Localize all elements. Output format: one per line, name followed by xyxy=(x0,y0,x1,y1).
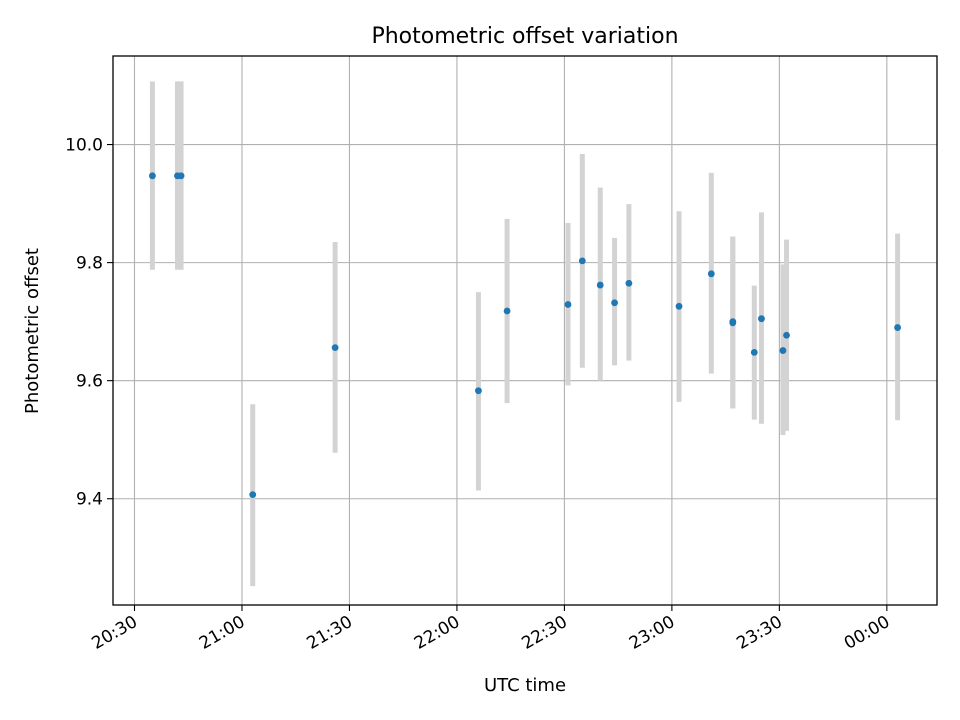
data-point xyxy=(611,299,618,307)
data-point xyxy=(331,344,339,352)
data-point xyxy=(564,301,572,308)
data-point xyxy=(596,281,604,289)
chart-title: Photometric offset variation xyxy=(371,24,678,49)
data-point xyxy=(894,324,901,331)
data-point xyxy=(503,307,511,315)
data-point xyxy=(729,319,737,327)
plot-frame xyxy=(112,55,938,606)
data-point xyxy=(707,270,715,278)
data-point xyxy=(779,347,787,354)
data-point xyxy=(750,348,758,356)
data-point xyxy=(783,331,790,339)
y-tick-label: 9.4 xyxy=(76,490,103,510)
data-point xyxy=(675,302,683,310)
y-axis-label: Photometric offset xyxy=(22,248,43,414)
data-point xyxy=(625,279,633,287)
data-point xyxy=(177,172,185,180)
data-point xyxy=(475,387,482,395)
x-axis-label: UTC time xyxy=(484,675,566,696)
data-point xyxy=(758,315,765,323)
y-tick-label: 9.6 xyxy=(76,372,103,392)
data-point xyxy=(578,257,586,265)
y-tick-label: 10.0 xyxy=(65,136,103,156)
data-point xyxy=(149,172,156,180)
y-tick-label: 9.8 xyxy=(76,254,103,274)
data-points xyxy=(149,172,901,499)
data-point xyxy=(249,491,257,499)
